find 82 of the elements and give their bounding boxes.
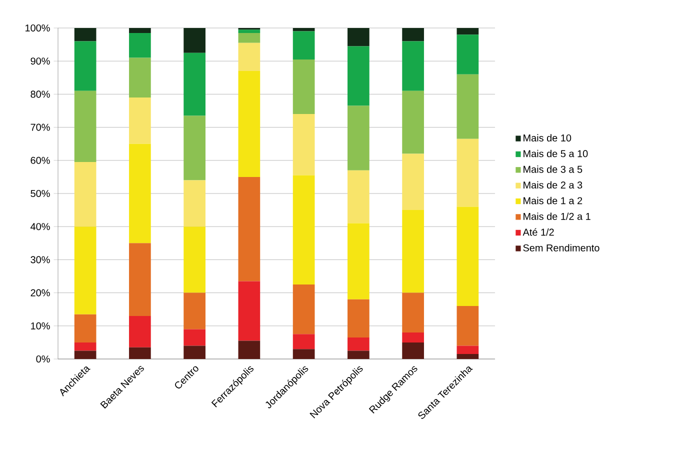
bar	[292, 334, 315, 350]
y-tick-label: 60%	[30, 156, 50, 164]
bar	[348, 106, 370, 170]
bar	[129, 58, 151, 98]
bar	[238, 176, 260, 282]
bar	[348, 223, 370, 300]
legend-label: Mais de 2 a 3	[524, 181, 582, 189]
y-tick-label: 50%	[30, 190, 50, 198]
bar	[348, 170, 370, 224]
bar	[348, 299, 370, 338]
bar	[184, 180, 206, 227]
bar	[348, 337, 370, 351]
bar	[456, 306, 479, 346]
bar	[402, 292, 424, 333]
bar	[184, 226, 206, 293]
bar	[129, 316, 151, 348]
y-tick-label: 90%	[30, 58, 50, 65]
bar	[456, 346, 479, 354]
bar	[292, 31, 315, 60]
bar	[184, 292, 206, 330]
bar	[402, 154, 424, 210]
bar	[184, 116, 206, 180]
legend-label: Mais de 10	[524, 134, 572, 142]
legend-label: Mais de 1 a 2	[524, 196, 582, 204]
bar	[292, 349, 315, 359]
bar	[74, 162, 96, 227]
bar	[238, 281, 260, 341]
bar	[74, 41, 96, 91]
bar	[74, 226, 96, 314]
legend-label: Mais de 5 a 10	[524, 150, 588, 158]
legend-label: Mais de 3 a 5	[524, 166, 582, 173]
y-tick-label: 10%	[31, 322, 50, 330]
bar	[129, 98, 151, 144]
y-tick-label: 100%	[26, 24, 50, 32]
bar	[402, 28, 424, 42]
y-tick-label: 0%	[36, 355, 50, 363]
bar	[292, 114, 315, 176]
bar	[129, 32, 151, 58]
legend-label: Sem Rendimento	[523, 244, 600, 252]
bar	[402, 332, 424, 342]
bar	[348, 46, 370, 106]
y-tick-label: 20%	[30, 289, 50, 296]
legend-label: Até 1/2	[522, 228, 554, 236]
bar	[184, 52, 206, 116]
bar	[74, 28, 96, 42]
bar	[74, 350, 96, 359]
bar	[292, 28, 315, 32]
bar	[238, 32, 260, 43]
bar	[129, 28, 151, 33]
bar	[238, 42, 260, 72]
y-tick-label: 30%	[30, 256, 50, 264]
bar	[292, 59, 315, 114]
bar	[456, 28, 479, 35]
bar	[456, 354, 479, 359]
bar	[238, 30, 260, 33]
bar	[292, 284, 315, 334]
bar	[402, 41, 424, 91]
bar	[129, 144, 151, 244]
bar	[456, 34, 479, 74]
bar	[238, 71, 260, 177]
bar	[238, 340, 260, 359]
bar	[402, 342, 424, 359]
bar	[456, 74, 479, 139]
bar	[129, 243, 151, 316]
bar	[184, 329, 206, 346]
bar	[184, 346, 206, 359]
bar	[348, 350, 370, 359]
y-tick-label: 70%	[30, 124, 50, 131]
bar	[184, 28, 206, 53]
bar	[292, 175, 315, 285]
bar	[456, 206, 479, 306]
bar	[402, 210, 424, 293]
bar	[74, 314, 96, 342]
bar	[456, 138, 479, 207]
bar	[402, 90, 424, 154]
y-tick-label: 40%	[30, 223, 50, 230]
bar	[74, 90, 96, 162]
y-tick-label: 80%	[30, 90, 50, 98]
bar	[129, 347, 151, 359]
bar	[348, 28, 370, 46]
bar	[74, 342, 96, 351]
legend-label: Mais de 1/2 a 1	[524, 212, 590, 220]
